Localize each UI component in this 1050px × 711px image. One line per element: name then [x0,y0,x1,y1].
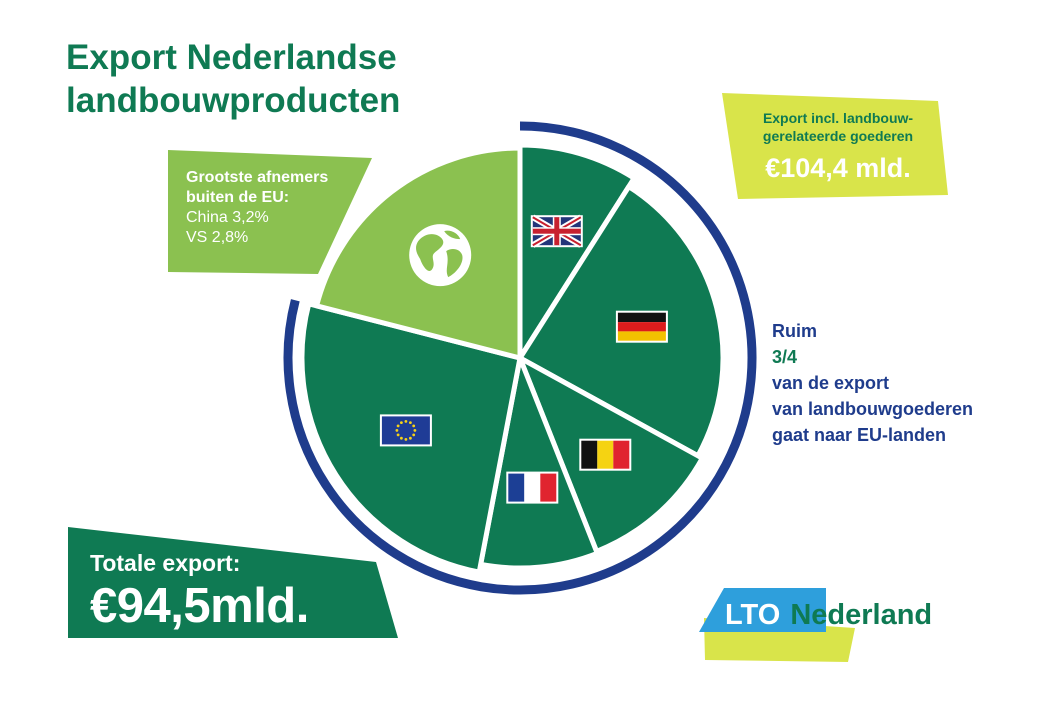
globe-icon [409,224,472,287]
page-title: Export Nederlandse landbouwproducten [66,36,400,122]
uk-flag-icon [530,214,583,248]
logo-lto-text: LTO [725,599,781,631]
logo-blue-shape [699,588,826,632]
export-incl-callout-shape [722,93,948,199]
eu-share-note-line-1: Ruim 3/4 van de export [772,318,973,396]
eu-flag-icon [379,414,432,447]
non-eu-callout-line-2: buiten de EU: [186,189,290,206]
non-eu-callout-shape [168,150,372,274]
non-eu-callout-us: VS 2,8% [186,229,249,246]
belgian-flag-icon [579,438,632,471]
eu-share-note-line-2: van landbouwgoederen [772,399,974,419]
export-incl-line-2: gerelateerde goederen [762,128,914,144]
pie-slice-french-flag [478,355,600,571]
total-export-label: Totale export: [90,550,241,576]
export-incl-callout: Export incl. landbouw- gerelateerde goed… [738,109,938,185]
total-export-value: €94,5mld. [90,579,309,633]
eu-share-note-line-3: gaat naar EU-landen [772,425,947,445]
export-incl-line-1: Export incl. landbouw- [762,110,914,126]
eu-share-note-post: van de export [772,373,890,393]
eu-share-note-pre: Ruim [772,321,817,341]
eu-share-ring [283,121,757,595]
total-export-shape [68,527,398,638]
pie-slice-uk-flag [517,142,637,361]
lto-nederland-logo: LTO Nederland [725,599,932,632]
export-incl-value: €104,4 mld. [765,153,911,183]
eu-share-note: Ruim 3/4 van de export van landbouwgoede… [772,318,973,448]
french-flag-icon [506,471,559,504]
title-line-1: Export Nederlandse [66,38,397,77]
german-flag-icon [615,310,668,343]
title-line-2: landbouwproducten [66,81,401,120]
total-export: Totale export: €94,5mld. [90,548,309,634]
eu-share-fraction: 3/4 [772,347,798,367]
non-eu-callout-china: China 3,2% [186,209,269,226]
non-eu-callout: Grootste afnemers buiten de EU: China 3,… [186,168,328,248]
non-eu-callout-line-1: Grootste afnemers [186,169,329,186]
logo-nederland-text: Nederland [790,599,933,631]
